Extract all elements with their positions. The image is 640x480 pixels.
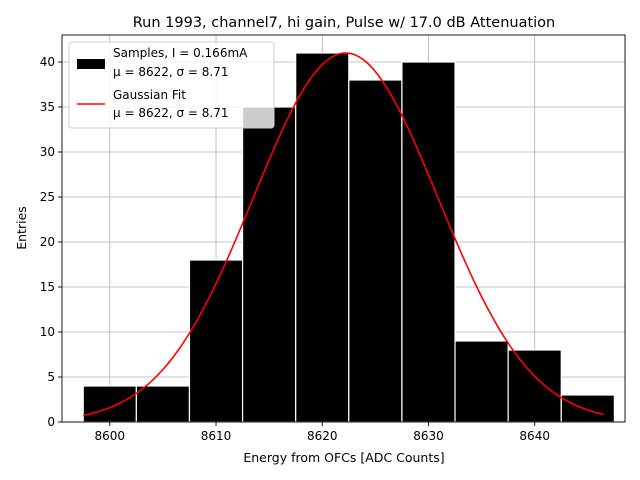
histogram-bar-5 (348, 79, 403, 423)
y-tick-label-2: 10 (40, 325, 55, 339)
y-tick-label-5: 25 (40, 190, 55, 204)
y-axis-label: Entries (14, 206, 29, 250)
y-tick-label-4: 20 (40, 235, 55, 249)
legend-frame (68, 41, 275, 129)
legend: Samples, I = 0.166mA μ = 8622, σ = 8.71 … (68, 41, 275, 129)
gaussian-fit-curve (83, 52, 604, 417)
legend-stats-samples: μ = 8622, σ = 8.71 (113, 65, 229, 79)
y-tick-label-6: 30 (40, 145, 55, 159)
histogram-bar-8 (507, 349, 562, 423)
y-tick-label-7: 35 (40, 100, 55, 114)
histogram-bar-4 (295, 52, 350, 423)
x-axis-ticks: 8600 8610 8620 8630 8640 (95, 422, 550, 443)
x-tick-label-3: 8630 (413, 429, 444, 443)
legend-stats-fit: μ = 8622, σ = 8.71 (113, 106, 229, 120)
histogram-bar-0 (82, 385, 137, 423)
legend-label-fit: Gaussian Fit (113, 88, 186, 102)
y-tick-label-8: 40 (40, 55, 55, 69)
histogram-bar-9 (560, 394, 615, 423)
histogram-bars (82, 52, 615, 423)
histogram-bar-7 (454, 340, 509, 423)
legend-swatch-samples (77, 59, 105, 69)
histogram-bar-3 (241, 106, 297, 423)
x-axis-label: Energy from OFCs [ADC Counts] (243, 450, 444, 465)
x-tick-label-1: 8610 (201, 429, 232, 443)
y-tick-label-0: 0 (47, 415, 55, 429)
y-axis-ticks: 0 5 10 15 20 25 30 35 40 (40, 55, 62, 429)
histogram-bar-1 (135, 385, 191, 423)
histogram-bar-6 (401, 61, 456, 423)
x-tick-label-2: 8620 (307, 429, 338, 443)
plot-area-frame (61, 34, 626, 423)
y-tick-label-1: 5 (47, 370, 55, 384)
histogram-bar-2 (188, 259, 244, 423)
x-tick-label-0: 8600 (95, 429, 126, 443)
legend-label-samples: Samples, I = 0.166mA (113, 46, 248, 60)
x-tick-label-4: 8640 (519, 429, 550, 443)
chart-title: Run 1993, channel7, hi gain, Pulse w/ 17… (133, 15, 556, 31)
y-tick-label-3: 15 (40, 280, 55, 294)
